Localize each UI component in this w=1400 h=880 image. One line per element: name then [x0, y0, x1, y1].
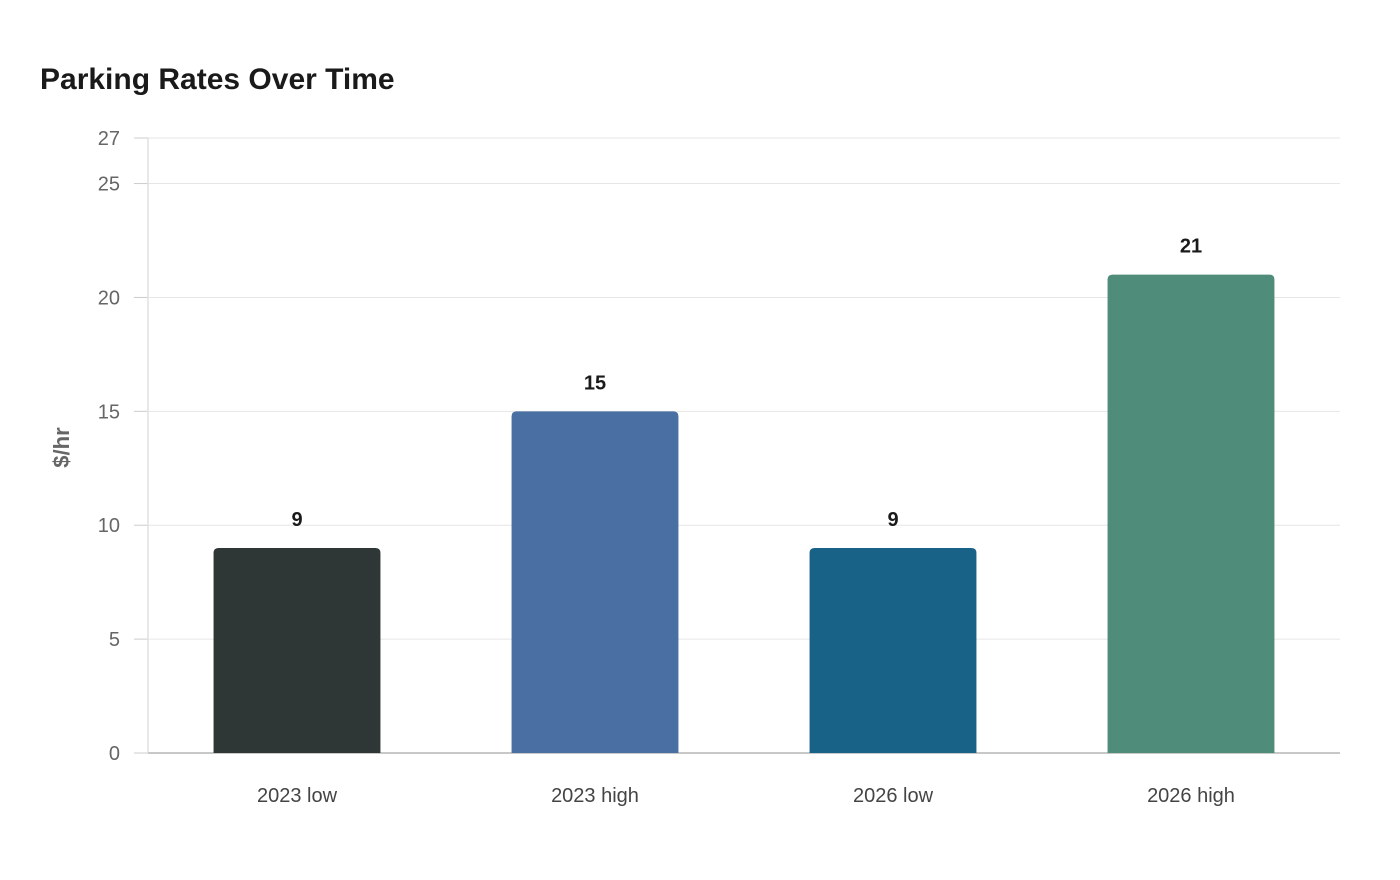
x-tick-label: 2026 low	[853, 785, 934, 807]
bar-2023-low	[213, 548, 381, 753]
y-tick-label: 25	[98, 174, 120, 196]
data-label: 21	[1180, 236, 1202, 258]
y-tick-label: 0	[109, 743, 120, 765]
y-tick-label: 10	[98, 515, 120, 537]
data-label: 15	[584, 372, 606, 394]
y-axis-title: $/hr	[49, 427, 74, 468]
data-label: 9	[291, 509, 302, 531]
bar-2026-low	[809, 548, 977, 753]
y-tick-label: 15	[98, 401, 120, 423]
x-tick-label: 2023 high	[551, 785, 639, 807]
chart-title: Parking Rates Over Time	[40, 63, 395, 96]
x-tick-labels: 2023 low 2023 high 2026 low 2026 high	[257, 785, 1235, 807]
x-tick-label: 2023 low	[257, 785, 338, 807]
bar-2026-high	[1107, 274, 1275, 753]
data-labels: 9 15 9 21	[291, 236, 1202, 531]
y-tick-labels: 0 5 10 15 20 25 27	[98, 128, 120, 765]
x-tick-label: 2026 high	[1147, 785, 1235, 807]
y-tick-label: 27	[98, 128, 120, 150]
data-label: 9	[887, 509, 898, 531]
bar-2023-high	[511, 411, 679, 753]
y-tick-label: 20	[98, 287, 120, 309]
bars	[213, 274, 1275, 753]
y-tick-label: 5	[109, 629, 120, 651]
